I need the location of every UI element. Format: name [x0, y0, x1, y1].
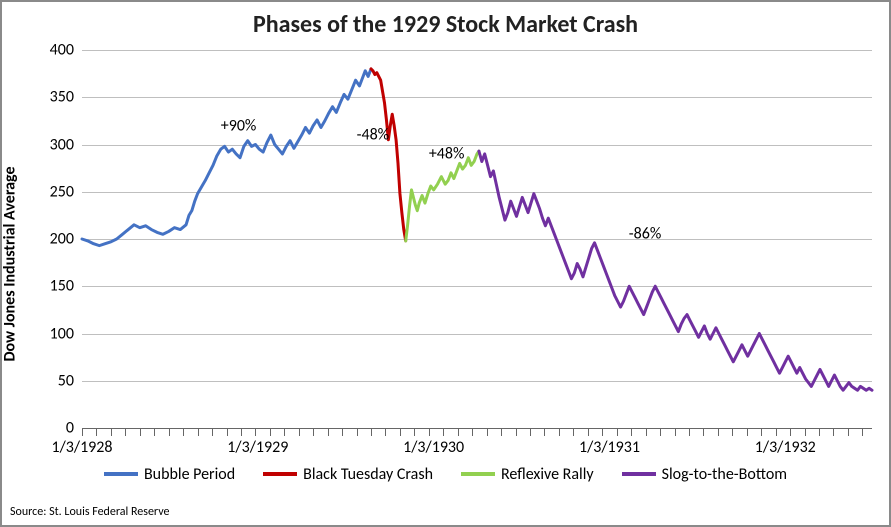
x-minor-tick: [819, 428, 820, 436]
legend-label: Slog-to-the-Bottom: [662, 465, 787, 484]
x-minor-tick: [703, 428, 704, 436]
x-minor-tick: [732, 428, 733, 436]
legend-item: Slog-to-the-Bottom: [622, 465, 787, 484]
y-tick-label: 100: [50, 324, 82, 343]
x-minor-tick: [848, 428, 849, 436]
x-minor-tick: [198, 428, 199, 436]
x-minor-tick: [125, 428, 126, 436]
legend-swatch: [263, 472, 297, 476]
x-minor-tick: [357, 428, 358, 436]
x-minor-tick: [371, 428, 372, 436]
x-minor-tick: [689, 428, 690, 436]
legend-swatch: [104, 472, 138, 476]
x-minor-tick: [862, 428, 863, 436]
source-text: Source: St. Louis Federal Reserve: [10, 505, 169, 519]
x-minor-tick: [169, 428, 170, 436]
series-line: [82, 69, 371, 246]
legend-item: Black Tuesday Crash: [263, 465, 433, 484]
legend-item: Bubble Period: [104, 465, 235, 484]
x-minor-tick: [530, 428, 531, 436]
chart-container: Phases of the 1929 Stock Market Crash Do…: [0, 0, 891, 527]
x-minor-tick: [212, 428, 213, 436]
x-minor-tick: [140, 428, 141, 436]
x-tick-label: 1/3/1931: [579, 428, 640, 457]
legend-label: Bubble Period: [144, 465, 235, 484]
x-minor-tick: [833, 428, 834, 436]
legend-swatch: [461, 472, 495, 476]
x-minor-tick: [400, 428, 401, 436]
x-minor-tick: [385, 428, 386, 436]
annotation: +90%: [221, 116, 257, 135]
x-minor-tick: [313, 428, 314, 436]
y-tick-label: 250: [50, 182, 82, 201]
annotation: +48%: [429, 144, 465, 163]
series-svg: [82, 50, 872, 428]
series-line: [406, 151, 479, 241]
annotation: -48%: [357, 126, 390, 145]
legend-swatch: [622, 472, 656, 476]
x-minor-tick: [573, 428, 574, 436]
x-minor-tick: [342, 428, 343, 436]
legend-label: Black Tuesday Crash: [303, 465, 433, 484]
x-minor-tick: [154, 428, 155, 436]
chart-title: Phases of the 1929 Stock Market Crash: [2, 10, 889, 39]
y-axis-label: Dow Jones Industrial Average: [1, 166, 20, 361]
y-tick-label: 400: [50, 41, 82, 60]
y-tick-label: 350: [50, 88, 82, 107]
y-tick-label: 300: [50, 135, 82, 154]
series-line: [371, 69, 406, 241]
gridline: [82, 428, 872, 429]
x-minor-tick: [646, 428, 647, 436]
legend-label: Reflexive Rally: [501, 465, 594, 484]
x-minor-tick: [516, 428, 517, 436]
x-minor-tick: [328, 428, 329, 436]
x-minor-tick: [544, 428, 545, 436]
x-minor-tick: [501, 428, 502, 436]
x-tick-label: 1/3/1929: [227, 428, 288, 457]
legend: Bubble Period Black Tuesday Crash Reflexiv…: [2, 462, 889, 484]
x-minor-tick: [487, 428, 488, 436]
x-minor-tick: [718, 428, 719, 436]
x-tick-label: 1/3/1932: [755, 428, 816, 457]
series-line: [479, 151, 872, 390]
y-tick-label: 200: [50, 230, 82, 249]
annotation: -86%: [629, 225, 662, 244]
plot-area: 0501001502002503003504001/3/19281/3/1929…: [82, 50, 872, 428]
x-minor-tick: [660, 428, 661, 436]
x-tick-label: 1/3/1928: [51, 428, 112, 457]
x-minor-tick: [559, 428, 560, 436]
y-tick-label: 50: [58, 371, 82, 390]
x-minor-tick: [747, 428, 748, 436]
y-tick-label: 150: [50, 277, 82, 296]
x-minor-tick: [183, 428, 184, 436]
x-minor-tick: [299, 428, 300, 436]
x-minor-tick: [675, 428, 676, 436]
legend-item: Reflexive Rally: [461, 465, 594, 484]
x-tick-label: 1/3/1930: [403, 428, 464, 457]
x-minor-tick: [472, 428, 473, 436]
